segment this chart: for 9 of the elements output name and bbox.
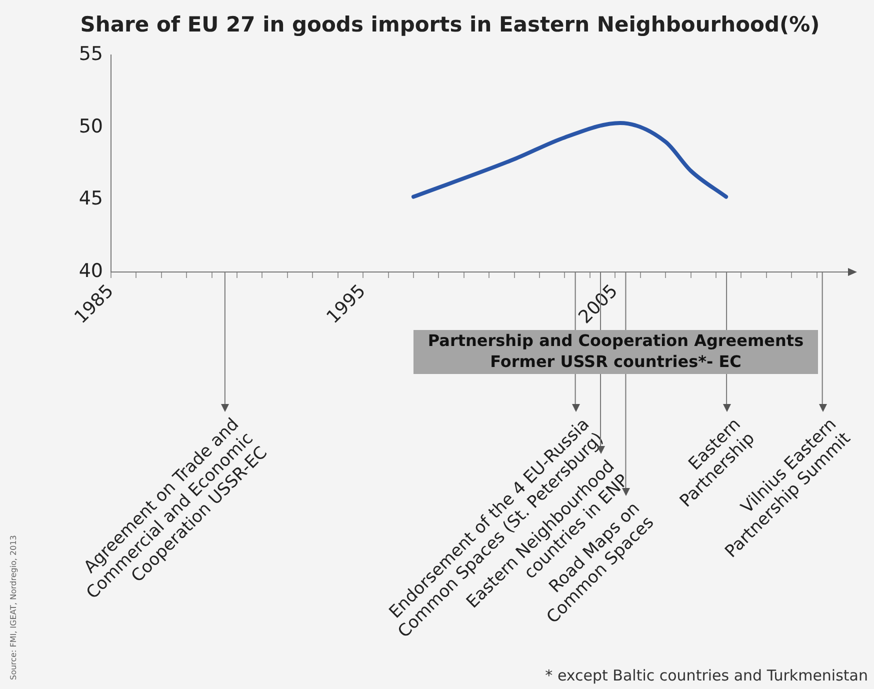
y-tick-label: 40 xyxy=(78,260,103,282)
y-tick-label: 45 xyxy=(78,188,103,210)
text: * except Baltic countries and Turkmenistan xyxy=(545,666,868,684)
source-note: Source: FMI, IGEAT, Nordregio, 2013 xyxy=(9,535,18,680)
y-tick-label: 50 xyxy=(78,115,103,138)
chart-title: Share of EU 27 in goods imports in Eastern Neighbourhood(%) xyxy=(80,12,820,36)
line-series xyxy=(411,120,728,199)
text: Partnership and Cooperation Agreements Former USSR countries*- EC xyxy=(428,331,804,372)
y-tick-label: 55 xyxy=(78,42,103,65)
